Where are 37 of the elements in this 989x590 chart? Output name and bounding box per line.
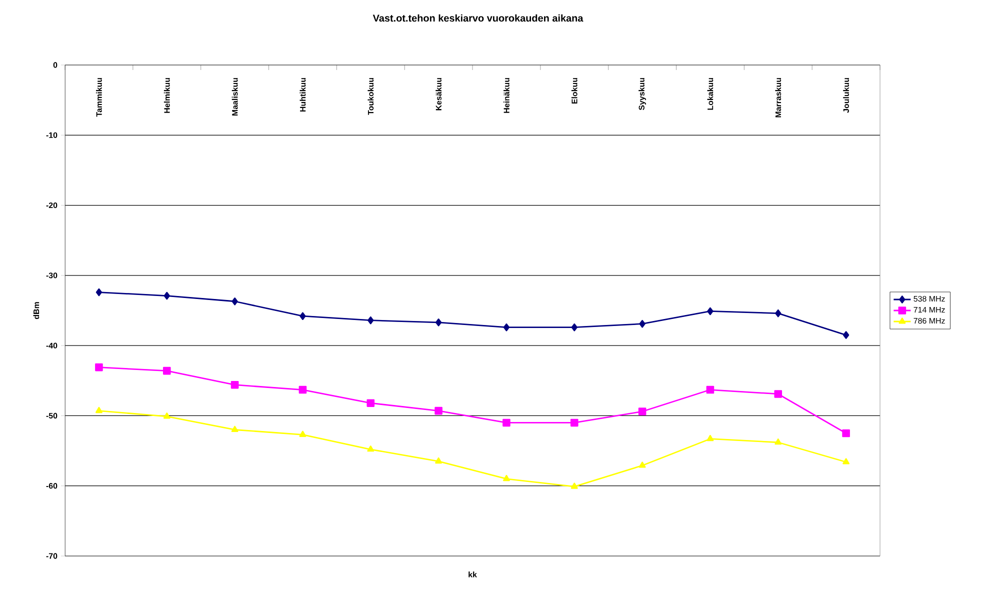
point [300, 312, 306, 320]
point [706, 386, 714, 394]
point [571, 323, 578, 332]
point [775, 309, 782, 318]
point [503, 323, 510, 332]
point [570, 418, 578, 427]
point [435, 318, 442, 326]
point [502, 474, 510, 482]
point [842, 458, 850, 464]
point [232, 297, 238, 306]
point [230, 380, 239, 389]
point [367, 445, 374, 452]
point [231, 426, 238, 432]
point [570, 482, 578, 489]
point [163, 412, 170, 419]
point [842, 429, 850, 438]
point [502, 418, 510, 427]
point [299, 430, 306, 437]
point [706, 434, 714, 442]
point [366, 399, 375, 407]
chart-title: Vast.ot.tehon keskiarvo vuorokauden aikana [372, 14, 584, 22]
point [435, 457, 442, 464]
point [434, 406, 442, 415]
point [164, 292, 170, 300]
point [162, 366, 171, 375]
point [842, 331, 850, 339]
point [774, 438, 782, 445]
point [638, 408, 646, 416]
point [95, 406, 102, 414]
point [639, 320, 646, 328]
point [638, 462, 646, 468]
point [774, 390, 782, 398]
point [707, 307, 714, 316]
point [95, 363, 103, 372]
point [368, 316, 374, 324]
point [96, 288, 102, 296]
point [298, 386, 307, 394]
